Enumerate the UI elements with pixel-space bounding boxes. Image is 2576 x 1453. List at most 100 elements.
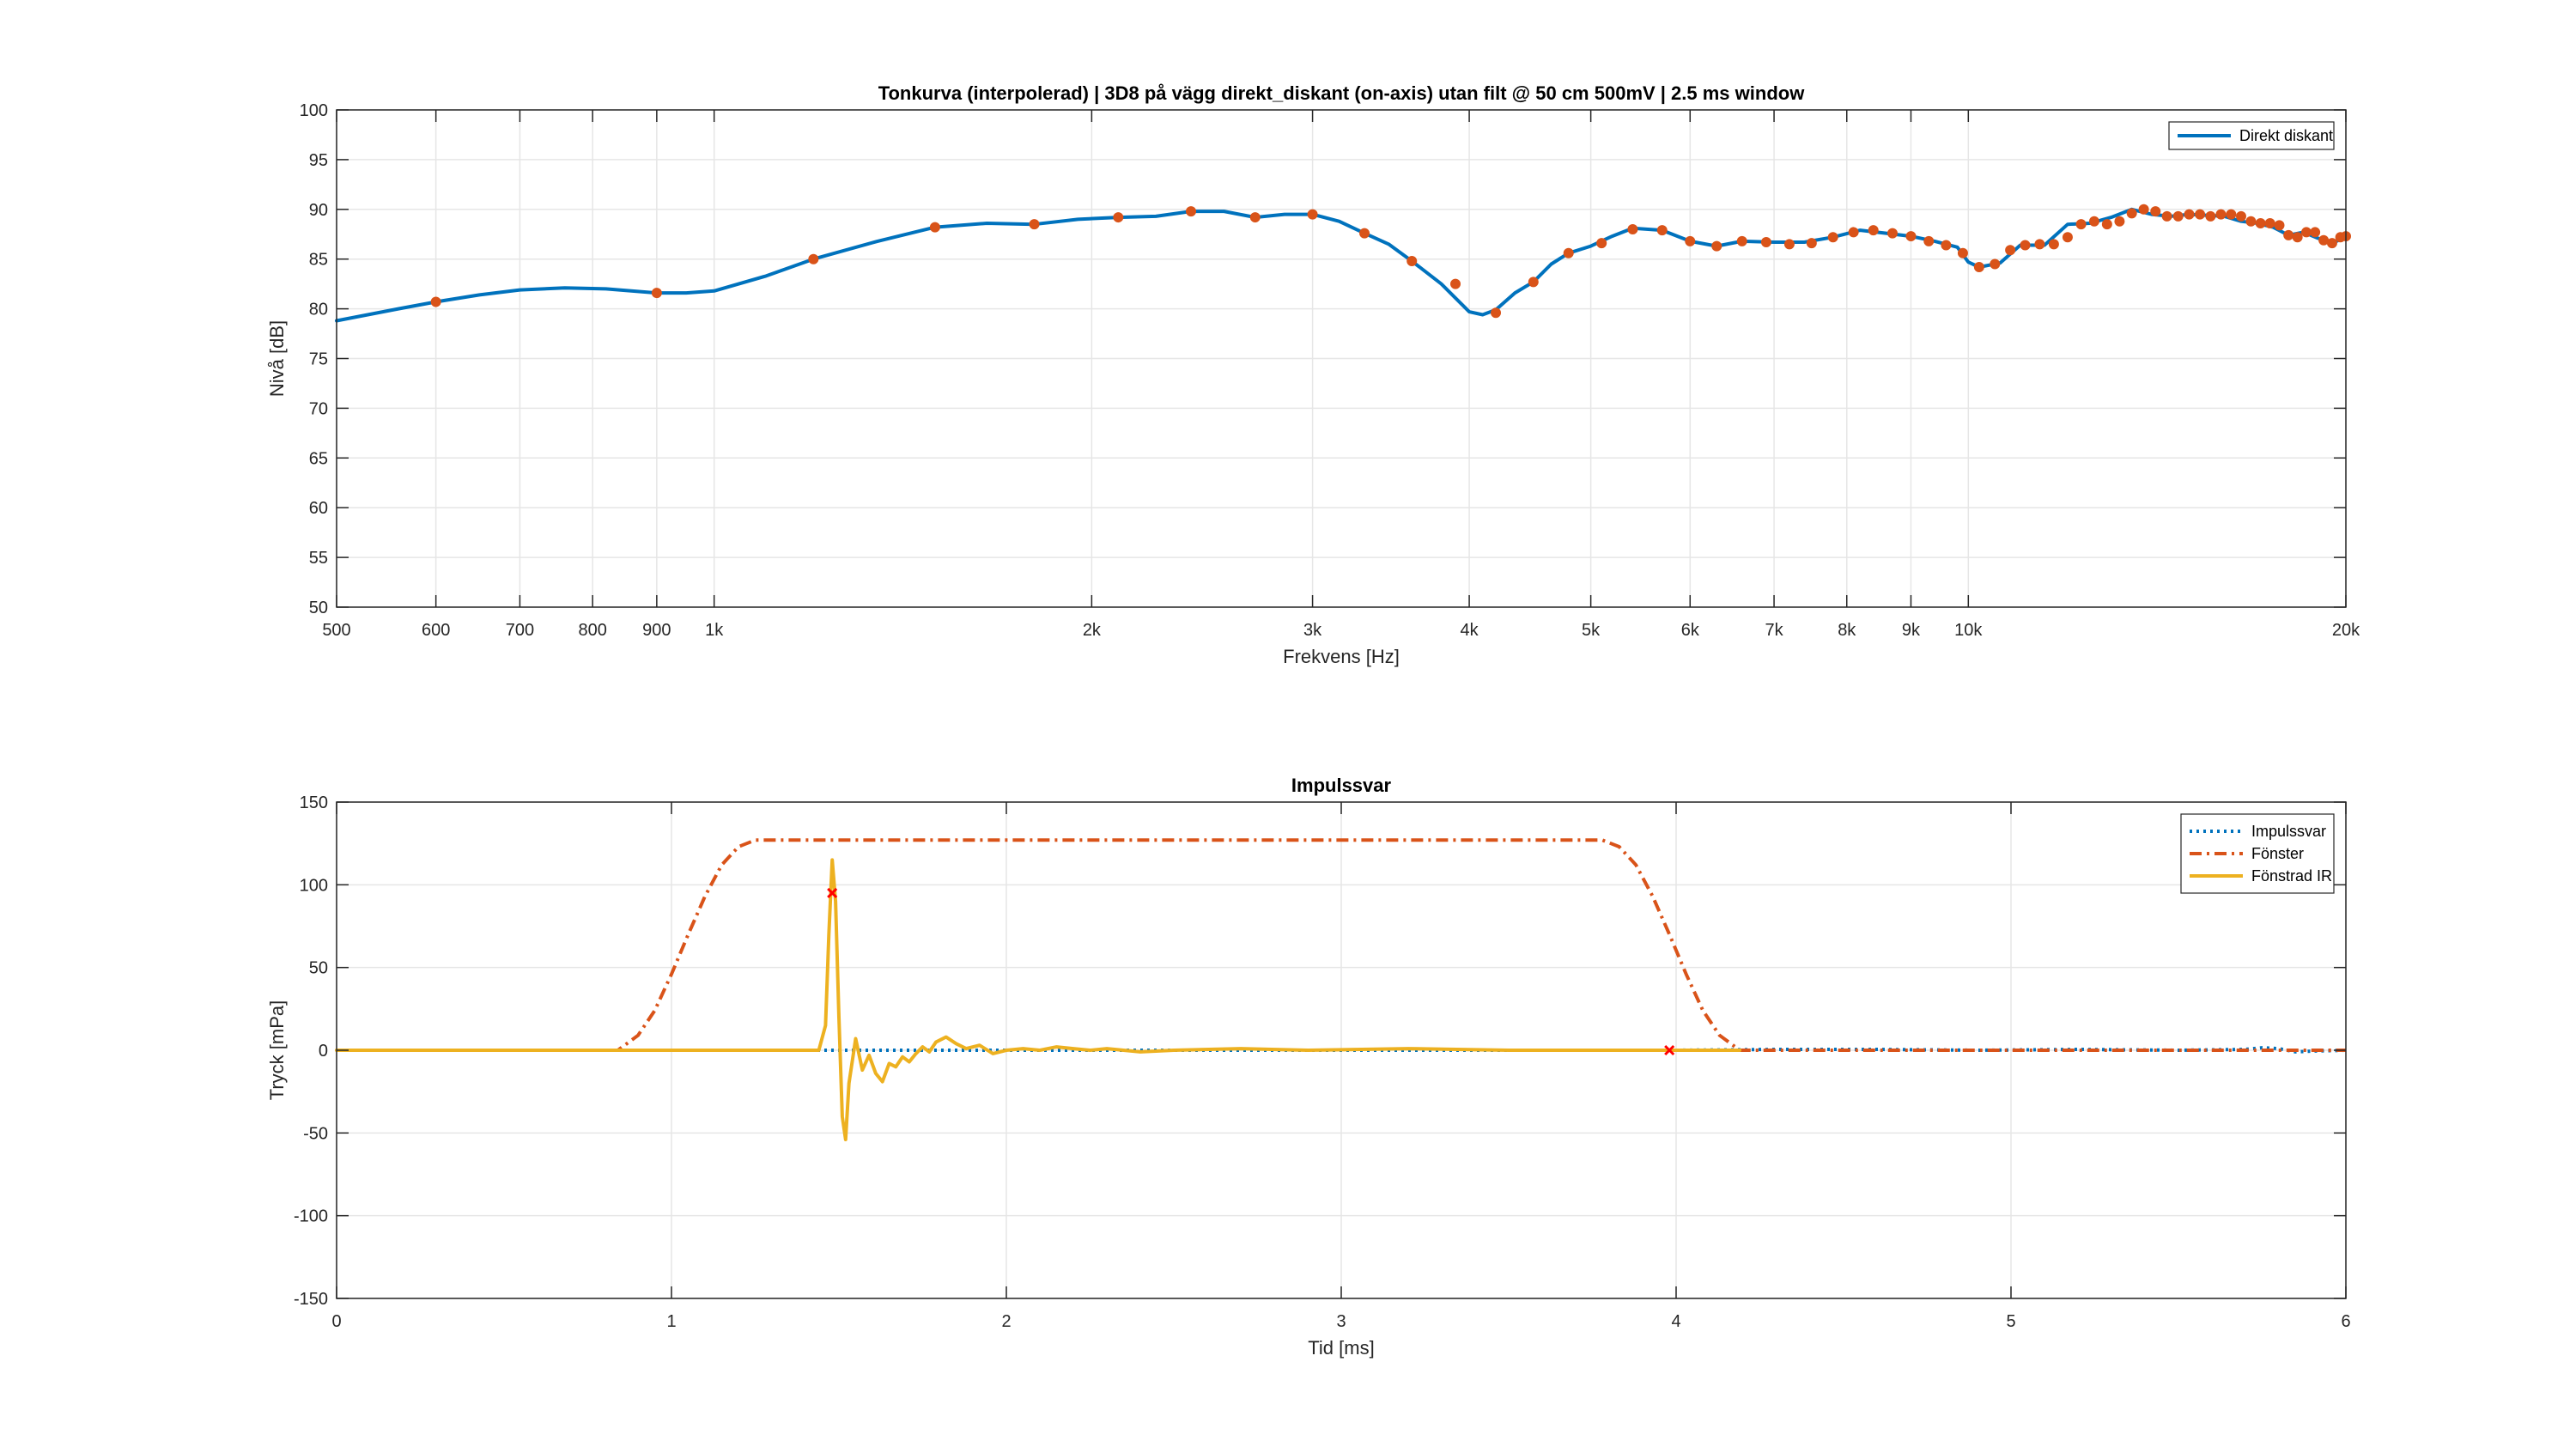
frequency-response-ticks: 500 600 700 800 900 1k 2k 3k 4k 5k 6k 7k 8k 9k 10k 20k 5… xyxy=(300,101,2360,640)
data-point-marker xyxy=(1664,1044,1675,1056)
y-tick-label: -50 xyxy=(303,1124,328,1143)
y-tick-label: 55 xyxy=(309,549,328,568)
data-point-marker xyxy=(430,296,441,307)
data-point-marker xyxy=(2114,216,2125,227)
frequency-response-legend: Direkt diskant xyxy=(2168,121,2335,150)
data-point-marker xyxy=(1848,227,1859,238)
frequency-response-x-axis-label: Frekvens [Hz] xyxy=(1283,646,1400,667)
data-point-marker xyxy=(1923,235,1935,246)
data-point-marker xyxy=(2264,218,2275,229)
data-point-marker xyxy=(1491,307,1502,319)
y-tick-label: 50 xyxy=(309,599,328,617)
x-tick-label: 6 xyxy=(2341,1312,2350,1331)
data-point-marker xyxy=(2215,209,2227,220)
data-point-marker xyxy=(1186,206,1197,217)
data-point-marker xyxy=(1249,212,1261,223)
data-point-marker xyxy=(1711,240,1722,252)
x-tick-label: 0 xyxy=(331,1312,341,1331)
data-point-marker xyxy=(929,222,940,233)
series-line xyxy=(337,838,2346,1052)
data-point-marker xyxy=(1760,237,1771,248)
frequency-response-chart: 500 600 700 800 900 1k 2k 3k 4k 5k 6k 7k 8k 9k 10k 20k 5… xyxy=(266,82,2360,667)
data-point-marker xyxy=(2034,239,2045,250)
legend-label: Fönster xyxy=(2251,845,2304,862)
y-tick-label: 75 xyxy=(309,350,328,369)
data-point-marker xyxy=(808,253,819,264)
frequency-response-y-axis-label: Nivå [dB] xyxy=(266,320,288,397)
impulse-response-series xyxy=(335,838,2347,1141)
frequency-response-series xyxy=(335,204,2351,323)
y-tick-label: 95 xyxy=(309,151,328,170)
x-tick-label: 900 xyxy=(642,621,671,640)
data-point-marker xyxy=(2088,216,2099,227)
x-tick-label: 4k xyxy=(1461,621,1479,640)
data-point-marker xyxy=(2292,232,2303,243)
data-point-marker xyxy=(1886,228,1898,239)
data-point-marker xyxy=(1868,225,1879,236)
data-point-marker xyxy=(2326,238,2337,249)
data-point-marker xyxy=(651,288,662,299)
data-point-marker xyxy=(1307,209,1318,220)
legend-label: Impulssvar xyxy=(2251,823,2326,840)
x-tick-label: 1 xyxy=(666,1312,676,1331)
data-point-marker xyxy=(827,887,838,899)
data-point-marker xyxy=(2310,227,2321,238)
data-point-marker xyxy=(1736,235,1747,246)
data-point-marker xyxy=(1973,261,1984,272)
impulse-response-legend: Impulssvar Fönster Fönstrad IR xyxy=(2180,813,2335,894)
y-tick-label: 80 xyxy=(309,301,328,319)
data-point-marker xyxy=(2205,210,2216,222)
legend-label: Direkt diskant xyxy=(2239,127,2333,144)
impulse-response-title: Impulssvar xyxy=(1291,775,1392,796)
x-tick-label: 6k xyxy=(1681,621,1700,640)
impulse-response-y-axis-label: Tryck [mPa] xyxy=(266,1000,288,1101)
data-point-marker xyxy=(2020,240,2031,251)
y-tick-label: 65 xyxy=(309,449,328,468)
data-point-marker xyxy=(1806,238,1817,249)
y-tick-label: -100 xyxy=(294,1207,328,1226)
data-point-marker xyxy=(1783,239,1795,250)
data-point-marker xyxy=(1685,235,1696,246)
data-point-marker xyxy=(2195,209,2206,220)
data-point-marker xyxy=(2245,216,2257,227)
data-point-marker xyxy=(2255,218,2266,229)
y-tick-label: 90 xyxy=(309,201,328,220)
data-point-marker xyxy=(1656,225,1668,236)
y-tick-label: 150 xyxy=(300,793,328,812)
x-tick-label: 700 xyxy=(506,621,534,640)
x-tick-label: 7k xyxy=(1765,621,1783,640)
data-point-marker xyxy=(2184,209,2195,220)
impulse-response-ticks: 0 1 2 3 4 5 6 -150 -100 -50 0 50 100 150 xyxy=(294,793,2351,1331)
x-tick-label: 3 xyxy=(1336,1312,1346,1331)
x-tick-label: 20k xyxy=(2332,621,2360,640)
data-point-marker xyxy=(2101,219,2112,230)
data-point-marker xyxy=(1029,219,1040,230)
impulse-response-chart: 0 1 2 3 4 5 6 -150 -100 -50 0 50 100 150 Impulssvar T… xyxy=(266,775,2351,1359)
data-point-marker xyxy=(1450,278,1461,289)
frequency-response-title: Tonkurva (interpolerad) | 3D8 på vägg di… xyxy=(878,82,1806,104)
x-tick-label: 10k xyxy=(1954,621,1983,640)
y-tick-label: 60 xyxy=(309,499,328,518)
x-tick-label: 1k xyxy=(705,621,724,640)
x-tick-label: 3k xyxy=(1303,621,1322,640)
data-point-marker xyxy=(2300,227,2312,238)
y-tick-label: 50 xyxy=(309,959,328,978)
data-point-marker xyxy=(1596,238,1607,249)
data-point-marker xyxy=(1827,232,1838,243)
data-point-marker xyxy=(2062,232,2073,243)
x-tick-label: 2 xyxy=(1001,1312,1011,1331)
data-point-marker xyxy=(1528,277,1539,288)
x-tick-label: 5 xyxy=(2006,1312,2015,1331)
data-point-marker xyxy=(2150,206,2161,217)
data-point-marker xyxy=(1563,247,1574,258)
y-tick-label: 70 xyxy=(309,399,328,418)
data-point-marker xyxy=(2235,210,2246,222)
data-point-marker xyxy=(2172,210,2184,222)
y-tick-label: 100 xyxy=(300,876,328,895)
series-line xyxy=(335,858,1742,1141)
legend-label: Fönstrad IR xyxy=(2251,867,2332,885)
data-point-marker xyxy=(2138,204,2149,215)
data-point-marker xyxy=(2226,209,2237,220)
data-point-marker xyxy=(1990,258,2001,270)
